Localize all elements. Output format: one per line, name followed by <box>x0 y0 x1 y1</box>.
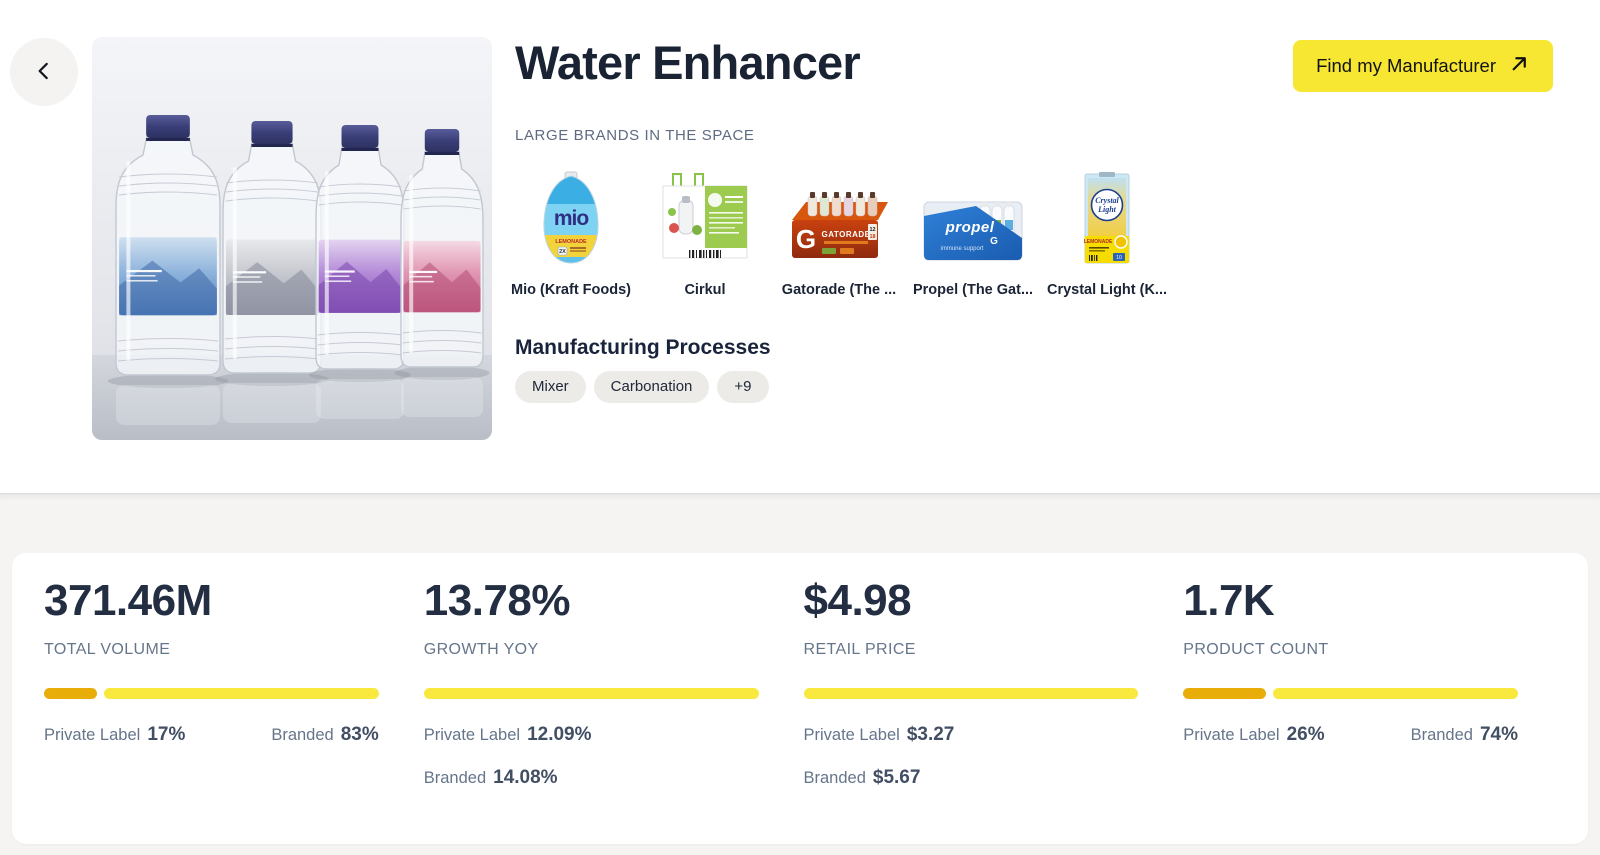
chevron-left-icon <box>31 58 57 87</box>
brand-name: Crystal Light (K... <box>1046 281 1168 298</box>
private-label-stat: Private Label 12.09% <box>423 724 592 745</box>
branded-stat: Branded 83% <box>271 724 379 745</box>
hero-content: Water Enhancer LARGE BRANDS IN THE SPACE <box>511 34 1275 403</box>
brand-item-crystal-light[interactable]: Crystal Light LEMONADE 10 <box>1047 171 1167 298</box>
svg-text:G: G <box>796 224 816 254</box>
stat-value: 1.7K <box>1183 576 1275 625</box>
branded-bar-segment <box>1273 688 1518 699</box>
private-label-stat: Private Label 17% <box>44 724 186 745</box>
stat-growth-yoy: 13.78% GROWTH YOY Private Label 12.09% Br… <box>423 576 759 844</box>
find-my-manufacturer-button[interactable]: Find my Manufacturer <box>1293 40 1553 92</box>
manufacturing-processes-heading: Manufacturing Processes <box>515 335 771 359</box>
brands-section-label: LARGE BRANDS IN THE SPACE <box>515 126 755 144</box>
svg-text:10: 10 <box>1116 255 1122 261</box>
stat-total-volume: 371.46M TOTAL VOLUME Private Label 17% Br… <box>44 579 379 844</box>
private-vs-branded-bar <box>44 688 379 699</box>
brand-image-propel: propel G immune support <box>918 171 1028 266</box>
svg-text:2X: 2X <box>559 249 566 255</box>
brand-item-cirkul[interactable]: Cirkul <box>649 171 761 298</box>
process-tags: Mixer Carbonation +9 <box>515 370 1275 403</box>
stats-card: 371.46M TOTAL VOLUME Private Label 17% Br… <box>12 553 1588 844</box>
stat-label: PRODUCT COUNT <box>1183 641 1329 658</box>
svg-text:LEMONADE: LEMONADE <box>1084 239 1113 245</box>
stat-label: RETAIL PRICE <box>803 641 916 658</box>
branded-stat: Branded 74% <box>1410 724 1518 745</box>
water-bottles-illustration <box>92 37 492 440</box>
brand-image-gatorade: G GATORADE 12 18 <box>784 171 894 266</box>
brand-image-mio: mio LEMONADE 2X <box>532 171 610 266</box>
branded-stat: Branded $5.67 <box>803 767 921 788</box>
brands-row: mio LEMONADE 2X Mio (Kraft Foods) <box>511 171 1275 298</box>
hero-section: Water Enhancer LARGE BRANDS IN THE SPACE <box>10 34 1553 440</box>
branded-stat: Branded 14.08% <box>423 767 558 788</box>
brand-image-crystal-light: Crystal Light LEMONADE 10 <box>1083 171 1131 266</box>
stat-value: $4.98 <box>803 576 912 625</box>
svg-text:18: 18 <box>869 234 875 240</box>
private-label-stat: Private Label $3.27 <box>803 724 955 745</box>
process-tag-carbonation[interactable]: Carbonation <box>593 370 710 403</box>
private-label-stat: Private Label 26% <box>1183 724 1325 745</box>
stat-label: GROWTH YOY <box>423 641 539 658</box>
svg-text:GATORADE: GATORADE <box>821 230 870 239</box>
total-bar <box>423 688 759 699</box>
total-bar <box>803 688 1139 699</box>
back-button[interactable] <box>10 38 78 106</box>
svg-text:mio: mio <box>554 207 589 230</box>
brand-item-mio[interactable]: mio LEMONADE 2X Mio (Kraft Foods) <box>511 171 631 298</box>
private-label-bar-segment <box>44 688 97 699</box>
stat-label: TOTAL VOLUME <box>44 641 171 658</box>
private-vs-branded-bar <box>1183 688 1518 699</box>
brand-image-cirkul <box>659 171 751 266</box>
svg-text:propel: propel <box>945 219 995 236</box>
brand-name: Propel (The Gat... <box>912 281 1034 298</box>
total-bar-segment <box>423 688 759 699</box>
brand-name: Mio (Kraft Foods) <box>511 281 632 298</box>
stats-section: 371.46M TOTAL VOLUME Private Label 17% Br… <box>0 493 1600 855</box>
branded-bar-segment <box>103 688 379 699</box>
svg-text:Crystal: Crystal <box>1095 196 1119 205</box>
private-label-bar-segment <box>1183 688 1267 699</box>
brand-item-propel[interactable]: propel G immune support Propel (The Gat.… <box>913 171 1033 298</box>
stat-product-count: 1.7K PRODUCT COUNT Private Label 26% Bran… <box>1183 579 1518 844</box>
arrow-up-right-icon <box>1509 53 1530 79</box>
brand-item-gatorade[interactable]: G GATORADE 12 18 Gatorade (The ... <box>781 171 897 298</box>
page-title: Water Enhancer <box>515 36 861 89</box>
process-tag-more[interactable]: +9 <box>717 370 769 403</box>
total-bar-segment <box>803 688 1139 699</box>
stat-value: 13.78% <box>423 576 571 625</box>
svg-text:12: 12 <box>869 227 875 233</box>
stat-retail-price: $4.98 RETAIL PRICE Private Label $3.27 Br… <box>803 576 1139 844</box>
brand-name: Cirkul <box>684 281 726 298</box>
stat-value: 371.46M <box>44 576 212 625</box>
svg-text:Light: Light <box>1097 205 1117 214</box>
cta-label: Find my Manufacturer <box>1316 55 1496 76</box>
svg-text:immune support: immune support <box>940 246 983 252</box>
process-tag-mixer[interactable]: Mixer <box>515 370 586 403</box>
svg-text:LEMONADE: LEMONADE <box>555 239 587 245</box>
svg-text:G: G <box>990 236 998 247</box>
product-image <box>92 37 492 440</box>
brand-name: Gatorade (The ... <box>781 281 897 298</box>
